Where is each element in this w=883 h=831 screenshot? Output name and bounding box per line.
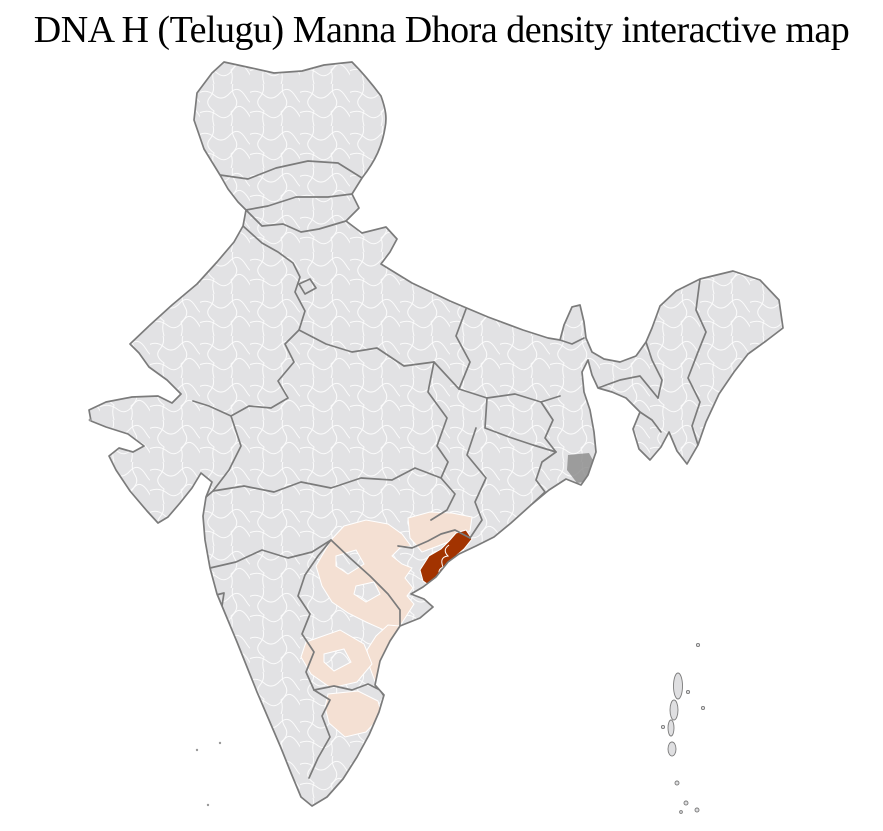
- island: [679, 810, 683, 814]
- state-border: [639, 411, 662, 433]
- state-border: [559, 337, 585, 345]
- state-border: [687, 278, 707, 446]
- map-title: DNA H (Telugu) Manna Dhora density inter…: [33, 9, 850, 51]
- state-border: [242, 225, 306, 331]
- island: [88, 418, 92, 422]
- island: [683, 800, 689, 806]
- state-border: [484, 397, 557, 453]
- district-cluster-low-rayalaseema[interactable]: [300, 629, 373, 689]
- state-border: [427, 361, 449, 479]
- island: [218, 741, 222, 745]
- state-border: [430, 477, 456, 521]
- state-border: [308, 689, 331, 779]
- state-border: [466, 427, 487, 539]
- island: [667, 719, 675, 737]
- island: [673, 672, 683, 700]
- state-border: [192, 329, 300, 417]
- island: [695, 642, 701, 648]
- island: [195, 748, 199, 752]
- state-border: [397, 529, 471, 549]
- island: [667, 741, 677, 757]
- state-border: [597, 375, 659, 399]
- island: [694, 807, 700, 813]
- island: [206, 803, 210, 807]
- state-border: [205, 415, 242, 498]
- state-border: [219, 160, 363, 180]
- state-border: [209, 539, 332, 569]
- district-border-inside-high: [438, 544, 450, 576]
- state-border: [245, 193, 353, 211]
- state-border: [455, 308, 471, 390]
- island: [660, 724, 666, 730]
- state-border: [330, 539, 401, 627]
- island: [685, 689, 691, 695]
- state-border: [297, 539, 332, 691]
- island: [674, 780, 680, 786]
- island: [669, 699, 679, 721]
- district-cluster-low-north-tamilnadu[interactable]: [324, 690, 383, 738]
- state-border: [298, 278, 317, 295]
- state-border: [458, 388, 561, 403]
- state-border: [212, 467, 442, 493]
- state-border: [530, 401, 557, 506]
- state-border: [645, 341, 663, 399]
- island: [700, 705, 706, 711]
- state-border: [245, 209, 347, 233]
- district-cluster-low-telangana[interactable]: [315, 519, 415, 631]
